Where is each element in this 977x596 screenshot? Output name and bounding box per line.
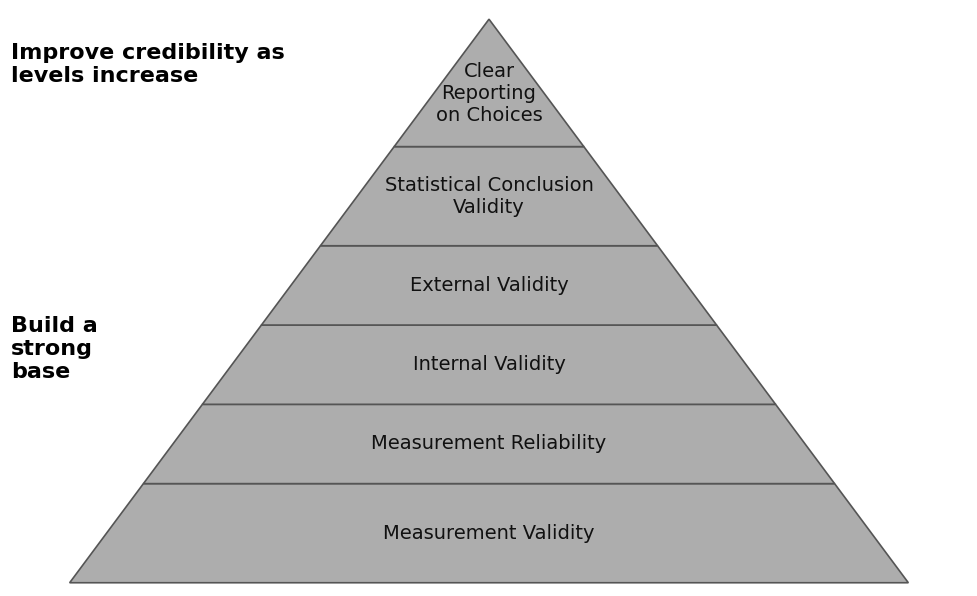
Text: Build a
strong
base: Build a strong base [11, 316, 98, 382]
Text: Improve credibility as
levels increase: Improve credibility as levels increase [11, 43, 284, 86]
Text: Internal Validity: Internal Validity [412, 355, 565, 374]
Polygon shape [202, 325, 775, 404]
Text: Statistical Conclusion
Validity: Statistical Conclusion Validity [384, 176, 593, 217]
Polygon shape [69, 483, 908, 583]
Text: Measurement Validity: Measurement Validity [383, 524, 594, 543]
Polygon shape [144, 404, 833, 483]
Text: Measurement Reliability: Measurement Reliability [371, 434, 606, 454]
Polygon shape [320, 147, 657, 246]
Polygon shape [394, 19, 583, 147]
Text: Clear
Reporting
on Choices: Clear Reporting on Choices [435, 61, 542, 125]
Polygon shape [261, 246, 716, 325]
Text: External Validity: External Validity [409, 276, 568, 295]
